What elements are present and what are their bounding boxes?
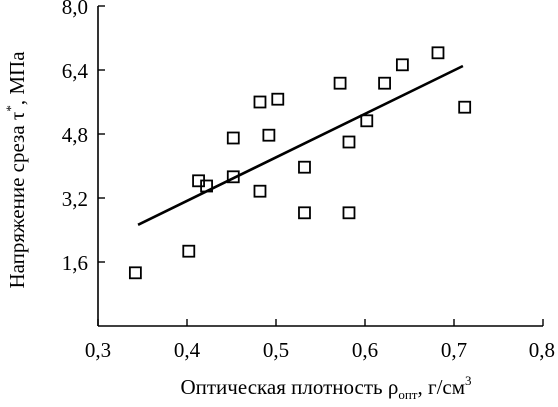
data-point [298, 206, 311, 220]
data-point [378, 76, 391, 90]
x-axis-title-main: Оптическая плотность [180, 375, 387, 399]
y-axis-ticks: 1,6 3,2 4,8 6,4 8,0 [62, 0, 105, 275]
trend-line [137, 64, 464, 226]
data-point [458, 100, 472, 114]
data-point [342, 206, 356, 220]
y-tick-label: 6,4 [62, 59, 89, 83]
data-point [182, 244, 196, 258]
x-axis-title-unit: , г/см [417, 375, 465, 399]
y-axis-title-main: Напряжение среза τ [5, 112, 29, 289]
data-point [360, 114, 374, 128]
data-point [342, 135, 356, 149]
y-tick-label: 4,8 [62, 123, 88, 147]
x-axis-ticks: 0,3 0,4 0,5 0,6 0,7 0,8 [85, 319, 555, 362]
data-point [262, 128, 276, 142]
y-axis-title-unit: , МПа [5, 51, 29, 105]
data-points [128, 46, 472, 280]
data-point [298, 160, 311, 174]
x-tick-label: 0,6 [352, 338, 378, 362]
x-tick-label: 0,5 [263, 338, 289, 362]
y-axis-title: Напряжение среза τ*, МПа [3, 51, 29, 289]
trend-line-group [137, 64, 464, 226]
x-axis-title-symbol-sub: опт [398, 387, 417, 402]
data-point [226, 170, 240, 184]
x-tick-label: 0,4 [174, 338, 201, 362]
data-point [253, 184, 267, 198]
axes [97, 6, 543, 327]
x-tick-label: 0,7 [441, 338, 467, 362]
data-point [333, 76, 347, 90]
y-tick-label: 1,6 [62, 251, 88, 275]
y-axis-title-sup: * [3, 105, 18, 112]
x-tick-label: 0,3 [85, 338, 111, 362]
x-axis-title-unit-sup: 3 [465, 373, 472, 388]
data-point [253, 95, 267, 109]
y-tick-label: 8,0 [62, 0, 88, 19]
x-tick-label: 0,8 [529, 338, 555, 362]
x-axis-title: Оптическая плотность ρопт, г/см3 [180, 373, 471, 402]
x-axis-title-symbol: ρ [388, 375, 398, 399]
data-point [271, 92, 285, 106]
data-point [200, 179, 213, 193]
data-point [226, 131, 240, 145]
data-point [128, 266, 142, 280]
y-tick-label: 3,2 [62, 187, 88, 211]
data-point [395, 58, 409, 72]
data-point [431, 46, 445, 60]
